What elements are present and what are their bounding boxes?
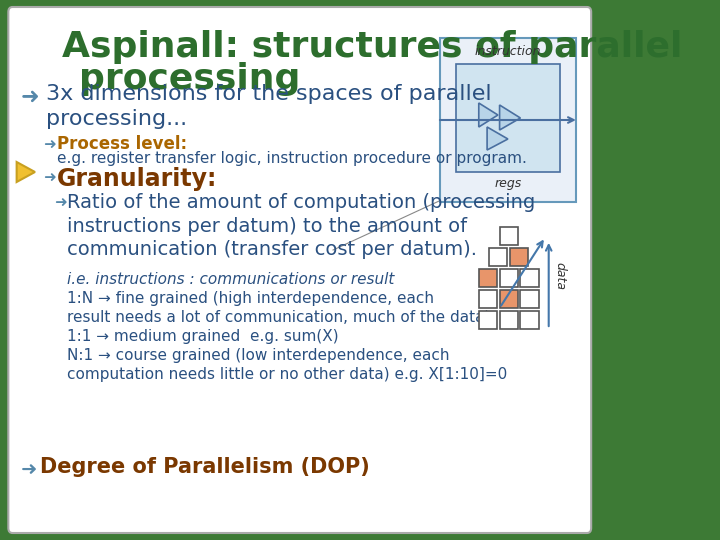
Text: ➜: ➜ — [43, 137, 56, 152]
Text: 1:1 → medium grained  e.g. sum(X): 1:1 → medium grained e.g. sum(X) — [67, 329, 338, 344]
Bar — [521, 290, 539, 308]
Text: i.e. instructions : communications or result: i.e. instructions : communications or re… — [67, 272, 394, 287]
Bar — [521, 269, 539, 287]
Bar — [500, 227, 518, 245]
Text: 3x dimensions for the spaces of parallel
processing...: 3x dimensions for the spaces of parallel… — [46, 84, 492, 129]
Bar — [500, 290, 518, 308]
Text: Granularity:: Granularity: — [57, 167, 217, 191]
Text: regs: regs — [495, 177, 521, 190]
Text: ➜: ➜ — [21, 460, 37, 479]
Bar — [510, 248, 528, 266]
Text: Ratio of the amount of computation (processing
instructions per datum) to the am: Ratio of the amount of computation (proc… — [67, 193, 535, 259]
Polygon shape — [479, 103, 498, 127]
Text: Degree of Parallelism (DOP): Degree of Parallelism (DOP) — [40, 457, 369, 477]
Bar — [479, 311, 497, 329]
Bar — [500, 311, 518, 329]
Polygon shape — [17, 162, 35, 182]
Text: instruction: instruction — [474, 45, 541, 58]
Text: e.g. register transfer logic, instruction procedure or program.: e.g. register transfer logic, instructio… — [57, 151, 526, 166]
Bar — [489, 248, 507, 266]
Bar — [479, 290, 497, 308]
Text: result needs a lot of communication, much of the data): result needs a lot of communication, muc… — [67, 310, 490, 325]
Bar — [521, 311, 539, 329]
Bar — [456, 64, 559, 172]
Text: processing: processing — [79, 62, 300, 96]
Text: Process level:: Process level: — [57, 135, 186, 153]
Text: Aspinall: structures of parallel: Aspinall: structures of parallel — [63, 30, 683, 64]
FancyBboxPatch shape — [9, 7, 591, 533]
Text: N:1 → course grained (low interdependence, each: N:1 → course grained (low interdependenc… — [67, 348, 449, 363]
Text: computation needs little or no other data) e.g. X[1:10]=0: computation needs little or no other dat… — [67, 367, 507, 382]
Text: ➜: ➜ — [43, 170, 56, 185]
Bar — [479, 269, 497, 287]
FancyBboxPatch shape — [440, 38, 576, 202]
Polygon shape — [500, 105, 521, 130]
Bar — [500, 269, 518, 287]
Text: ➜: ➜ — [54, 195, 67, 210]
Text: 1:N → fine grained (high interdependence, each: 1:N → fine grained (high interdependence… — [67, 291, 433, 306]
Polygon shape — [487, 127, 508, 150]
Text: data: data — [554, 262, 567, 291]
Text: ➜: ➜ — [21, 87, 40, 107]
